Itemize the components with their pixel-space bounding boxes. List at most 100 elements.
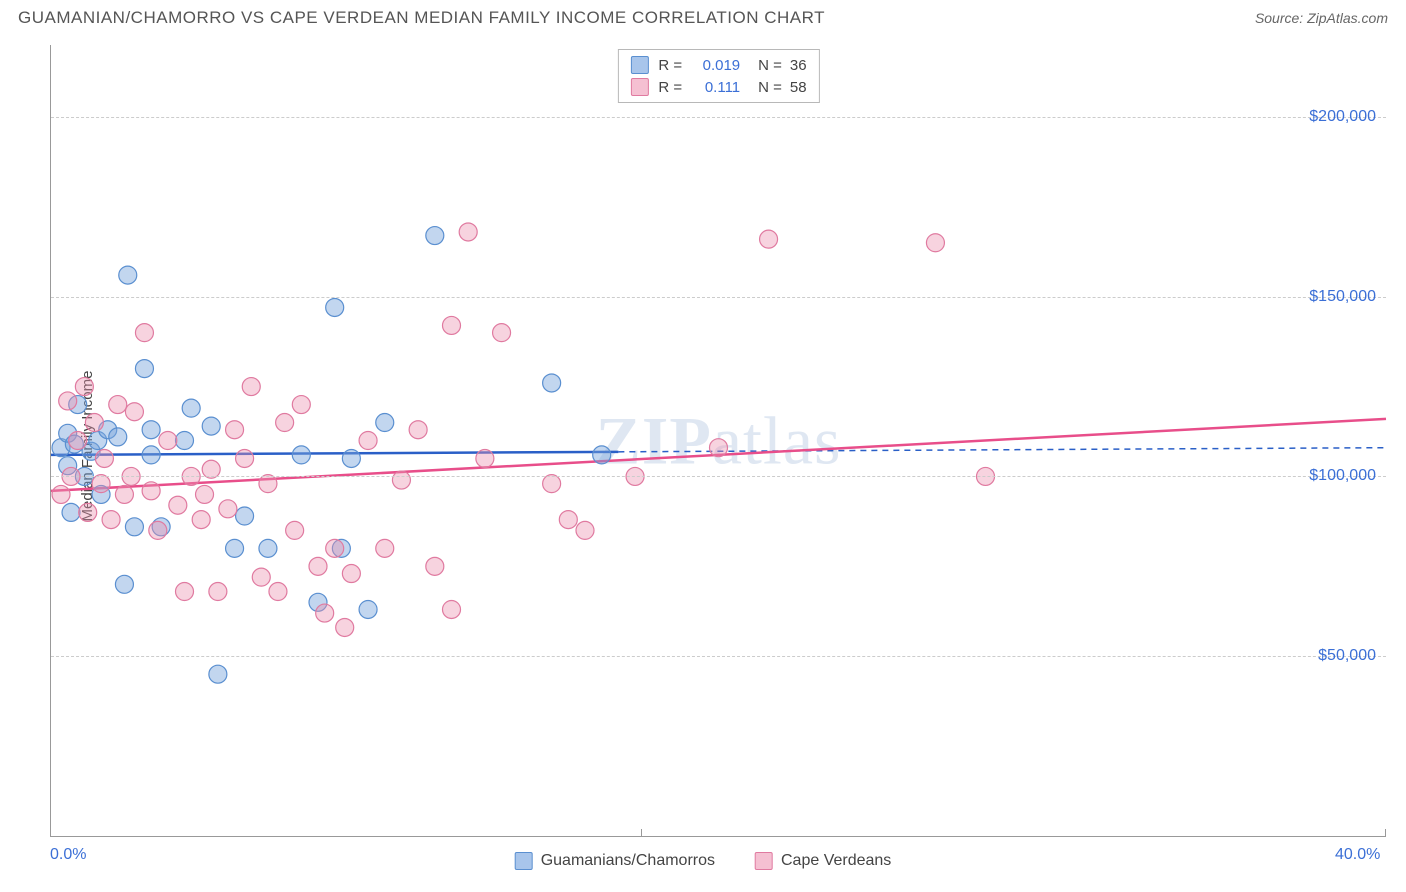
data-point [342,449,360,467]
data-point [559,511,577,529]
data-point [242,378,260,396]
data-point [109,396,127,414]
data-point [493,324,511,342]
data-point [149,521,167,539]
data-point [236,449,254,467]
legend-series-label: Guamanians/Chamorros [541,852,715,870]
data-point [286,521,304,539]
data-point [476,449,494,467]
x-tick-label: 40.0% [1335,846,1380,864]
y-tick-label: $50,000 [1318,647,1376,665]
data-point [459,223,477,241]
data-point [182,399,200,417]
legend-correlation-row: R = 0.111 N = 58 [630,76,806,98]
data-point [443,600,461,618]
data-point [226,539,244,557]
legend-series-label: Cape Verdeans [781,852,891,870]
chart-title: GUAMANIAN/CHAMORRO VS CAPE VERDEAN MEDIA… [18,8,825,28]
r-label: R = [658,57,682,74]
data-point [336,618,354,636]
legend-swatch [630,78,648,96]
data-point [309,557,327,575]
y-tick-label: $100,000 [1309,467,1376,485]
data-point [109,428,127,446]
data-point [409,421,427,439]
y-tick-label: $200,000 [1309,108,1376,126]
legend-series-item: Cape Verdeans [755,852,891,870]
legend-swatch [515,852,533,870]
data-point [376,539,394,557]
trend-line-dashed [618,448,1386,452]
legend-swatch [755,852,773,870]
data-point [52,485,70,503]
data-point [115,575,133,593]
data-point [226,421,244,439]
data-point [135,324,153,342]
data-point [202,417,220,435]
x-tick [641,829,642,837]
gridline [51,297,1386,298]
y-tick-label: $150,000 [1309,288,1376,306]
legend-series-item: Guamanians/Chamorros [515,852,715,870]
gridline [51,656,1386,657]
data-point [176,432,194,450]
data-point [269,583,287,601]
data-point [236,507,254,525]
data-point [443,316,461,334]
r-value: 0.111 [690,79,740,96]
data-point [593,446,611,464]
chart-plot-area: ZIPatlas R =0.019N =36R =0.111N =58 $50,… [50,45,1386,837]
data-point [426,557,444,575]
gridline [51,476,1386,477]
series-legend: Guamanians/Chamorros Cape Verdeans [515,852,892,870]
data-point [426,227,444,245]
data-point [69,432,87,450]
data-point [79,503,97,521]
data-point [292,446,310,464]
data-point [125,518,143,536]
data-point [326,298,344,316]
n-label: N = [758,57,782,74]
data-point [142,421,160,439]
n-label: N = [758,79,782,96]
legend-correlation-row: R =0.019N =36 [630,54,806,76]
data-point [760,230,778,248]
trend-line [51,452,618,455]
x-tick-label: 0.0% [50,846,86,864]
n-value: 58 [790,79,807,96]
r-value: 0.019 [690,57,740,74]
data-point [276,414,294,432]
data-point [196,485,214,503]
data-point [926,234,944,252]
data-point [59,392,77,410]
data-point [292,396,310,414]
data-point [219,500,237,518]
data-point [259,539,277,557]
data-point [710,439,728,457]
data-point [102,511,120,529]
data-point [392,471,410,489]
data-point [142,446,160,464]
scatter-plot-svg [51,45,1386,836]
data-point [192,511,210,529]
data-point [119,266,137,284]
data-point [326,539,344,557]
r-label: R = [658,79,682,96]
chart-header: GUAMANIAN/CHAMORRO VS CAPE VERDEAN MEDIA… [0,0,1406,32]
data-point [342,565,360,583]
data-point [85,414,103,432]
data-point [125,403,143,421]
data-point [359,600,377,618]
chart-source: Source: ZipAtlas.com [1255,10,1388,26]
data-point [135,360,153,378]
data-point [543,374,561,392]
data-point [376,414,394,432]
legend-swatch [630,56,648,74]
data-point [576,521,594,539]
data-point [62,503,80,521]
data-point [209,583,227,601]
correlation-legend: R =0.019N =36R =0.111N =58 [617,49,819,103]
data-point [169,496,187,514]
data-point [75,378,93,396]
x-tick [1385,829,1386,837]
